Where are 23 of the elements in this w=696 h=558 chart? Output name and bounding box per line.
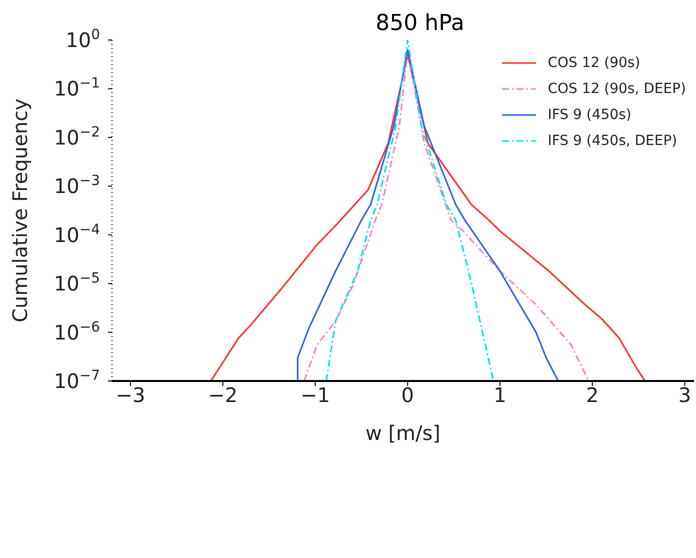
y-tick-label: 10$^{−3}$	[54, 173, 100, 198]
legend-label: COS 12 (90s, DEEP)	[548, 81, 686, 97]
x-tick-label: 1	[494, 383, 506, 408]
y-tick-label: 10$^{0}$	[66, 27, 100, 52]
y-tick-label: 10$^{−1}$	[54, 76, 100, 101]
x-tick-label: −2	[208, 383, 238, 408]
x-axis-title: w [m/s]	[366, 421, 440, 445]
y-tick-label: 10$^{−6}$	[54, 319, 100, 344]
x-tick-label: 0	[401, 383, 414, 408]
x-tick-label: −1	[300, 383, 330, 408]
y-tick-label: 10$^{−2}$	[54, 124, 100, 150]
legend-label: COS 12 (90s)	[548, 55, 640, 71]
legend-label: IFS 9 (450s, DEEP)	[548, 133, 678, 149]
x-tick-label: 2	[586, 383, 599, 408]
y-tick-label: 10$^{−4}$	[54, 222, 100, 247]
legend-label: IFS 9 (450s)	[548, 107, 632, 123]
y-tick-label: 10$^{−5}$	[54, 270, 100, 296]
x-tick-label: −3	[116, 383, 146, 408]
y-axis-title: Cumulative Frequency	[8, 98, 32, 322]
chart-title: 850 hPa	[376, 11, 464, 36]
y-tick-label: 10$^{−7}$	[54, 368, 100, 393]
line-series	[326, 40, 494, 381]
x-tick-label: 3	[678, 383, 692, 408]
